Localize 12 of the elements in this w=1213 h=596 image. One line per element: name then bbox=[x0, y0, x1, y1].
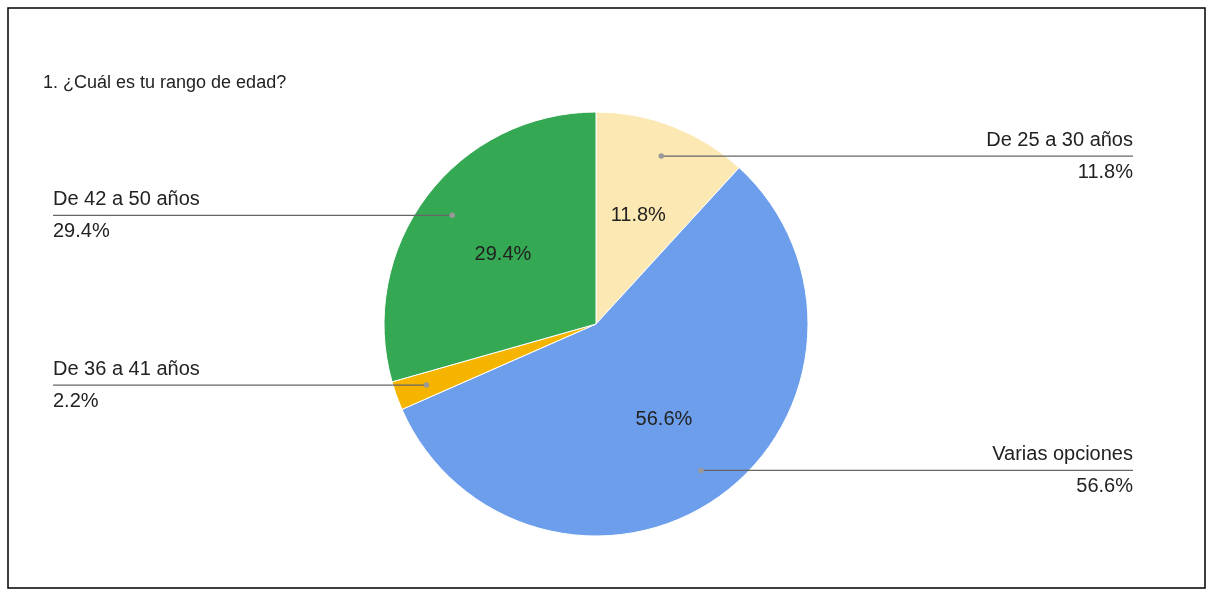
text: 56.6% bbox=[1076, 474, 1133, 497]
text: 29.4% bbox=[53, 219, 110, 242]
data-label: 2.2% bbox=[53, 389, 99, 412]
data-label: 29.4% bbox=[474, 241, 532, 264]
data-label: 11.8% bbox=[610, 203, 667, 226]
slice-label: Varias opciones bbox=[992, 442, 1133, 465]
chart-title: 1. ¿Cuál es tu rango de edad? bbox=[43, 72, 287, 92]
text: 11.8% bbox=[1077, 160, 1133, 183]
slice-label: De 25 a 30 años bbox=[986, 128, 1133, 151]
slice-label: De 42 a 50 años bbox=[53, 187, 200, 210]
slice-label: De 36 a 41 años bbox=[53, 357, 200, 380]
data-label: 56.6% bbox=[635, 406, 693, 429]
